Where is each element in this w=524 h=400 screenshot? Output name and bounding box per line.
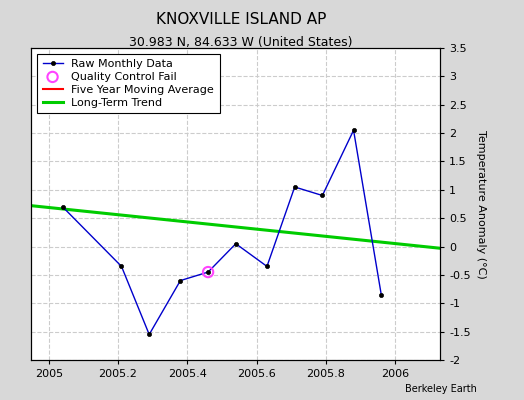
- Raw Monthly Data: [59, 204, 66, 209]
- Raw Monthly Data: [351, 128, 357, 133]
- Raw Monthly Data: [205, 270, 211, 274]
- Raw Monthly Data: [233, 241, 239, 246]
- Raw Monthly Data: [177, 278, 183, 283]
- Quality Control Fail: [204, 269, 212, 275]
- Text: 30.983 N, 84.633 W (United States): 30.983 N, 84.633 W (United States): [129, 36, 353, 49]
- Raw Monthly Data: [291, 184, 298, 189]
- Text: KNOXVILLE ISLAND AP: KNOXVILLE ISLAND AP: [156, 12, 326, 27]
- Text: Berkeley Earth: Berkeley Earth: [405, 384, 477, 394]
- Legend: Raw Monthly Data, Quality Control Fail, Five Year Moving Average, Long-Term Tren: Raw Monthly Data, Quality Control Fail, …: [37, 54, 220, 114]
- Raw Monthly Data: [319, 193, 325, 198]
- Raw Monthly Data: [118, 264, 125, 269]
- Raw Monthly Data: [264, 264, 270, 269]
- Line: Raw Monthly Data: Raw Monthly Data: [61, 128, 384, 336]
- Raw Monthly Data: [146, 332, 152, 337]
- Raw Monthly Data: [378, 292, 385, 297]
- Y-axis label: Temperature Anomaly (°C): Temperature Anomaly (°C): [476, 130, 486, 278]
